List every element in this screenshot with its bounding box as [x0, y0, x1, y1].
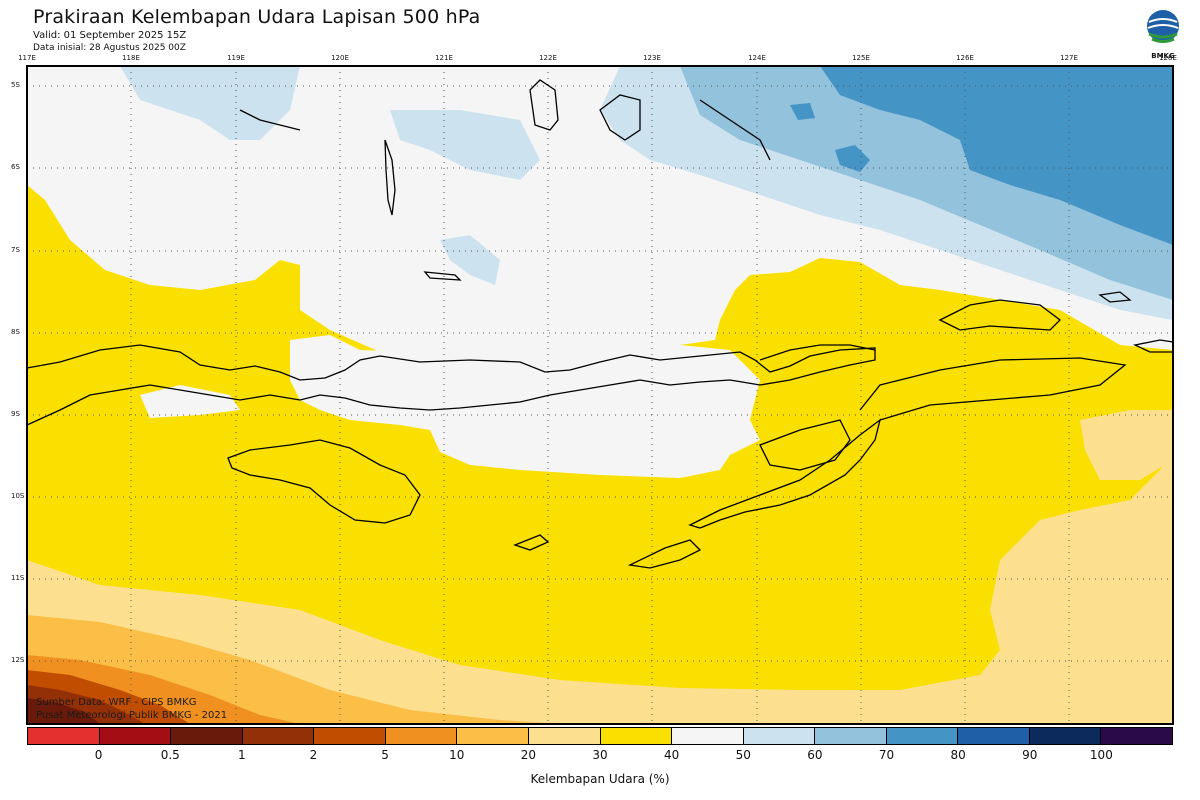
lat-label: 6S — [11, 163, 20, 171]
color-bar-tick: 60 — [807, 748, 823, 762]
humidity-05-1-region — [27, 698, 100, 724]
color-bar-swatch — [528, 728, 601, 744]
bmkg-logo: BMKG — [1143, 8, 1183, 60]
coastlines — [27, 79, 1173, 569]
lon-label: 118E — [122, 54, 140, 62]
humidity-20-30-region — [27, 450, 1173, 724]
humidity-70-80-patch — [835, 145, 870, 172]
color-bar-tick: 5 — [381, 748, 389, 762]
initial-data-time: Data inisial: 28 Agustus 2025 00Z — [33, 43, 186, 53]
color-bar-swatch — [99, 728, 172, 744]
humidity-70-80-patch2 — [790, 103, 815, 120]
lon-label: 119E — [227, 54, 245, 62]
lat-label: 7S — [11, 246, 20, 254]
lat-label: 10S — [11, 492, 25, 500]
bmkg-logo-icon — [1147, 10, 1179, 43]
color-bar-swatch — [171, 728, 243, 744]
color-bar-tick: 100 — [1089, 748, 1113, 762]
color-bar-tick: 10 — [449, 748, 465, 762]
color-bar-swatch — [886, 728, 959, 744]
color-bar-swatch — [314, 728, 386, 744]
color-bar-swatch — [600, 728, 673, 744]
humidity-50-60-small — [440, 235, 500, 285]
color-bar-swatch — [958, 728, 1030, 744]
color-bar-tick: 30 — [592, 748, 608, 762]
lat-label: 8S — [11, 328, 20, 336]
color-bar-tick: 80 — [950, 748, 966, 762]
color-bar-tick: 40 — [663, 748, 680, 762]
data-source-credit: Sumber Data: WRF - CIPS BMKG — [36, 697, 197, 708]
map-frame — [26, 65, 1174, 725]
color-bar — [27, 727, 1173, 745]
color-bar-tick: 0.5 — [160, 748, 180, 762]
lat-label: 9S — [11, 410, 20, 418]
color-bar-swatch — [28, 728, 100, 744]
lon-label: 124E — [748, 54, 766, 62]
lon-label: 125E — [852, 54, 870, 62]
color-bar-swatch — [815, 728, 887, 744]
color-bar-swatch — [1101, 728, 1172, 744]
lat-label: 12S — [11, 656, 25, 664]
lon-label: 128E — [1159, 54, 1177, 62]
lat-label: 5S — [11, 81, 20, 89]
lon-label: 117E — [18, 54, 36, 62]
lon-label: 120E — [331, 54, 349, 62]
color-bar-label: Kelembapan Udara (%) — [530, 772, 670, 786]
graticule — [27, 66, 1173, 724]
color-bar-tick: 70 — [878, 748, 895, 762]
publisher-credit: Pusat Meteorologi Publik BMKG - 2021 — [36, 710, 228, 721]
humidity-40-50-central — [290, 335, 760, 478]
humidity-50-60-nw — [120, 66, 300, 140]
valid-time: Valid: 01 September 2025 15Z — [33, 30, 187, 41]
color-bar-swatch — [385, 728, 458, 744]
color-bar-swatch — [1029, 728, 1102, 744]
lon-label: 127E — [1060, 54, 1078, 62]
color-bar-swatch — [743, 728, 816, 744]
color-bar-tick: 0 — [94, 748, 103, 762]
map-title: Prakiraan Kelembapan Udara Lapisan 500 h… — [33, 6, 481, 28]
color-bar-tick: 20 — [520, 748, 537, 762]
color-bar-tick: 1 — [238, 748, 246, 762]
color-bar-tick: 2 — [309, 748, 318, 762]
humidity-70-80-region — [820, 66, 1173, 245]
bmkg-logo-text: BMKG — [1151, 52, 1175, 60]
color-bar-tick: 50 — [735, 748, 751, 762]
lon-label: 123E — [643, 54, 661, 62]
lat-label: 11S — [11, 574, 25, 582]
color-bar-swatch — [672, 728, 744, 744]
color-bar-swatch — [457, 728, 529, 744]
humidity-40-50-west — [140, 385, 240, 418]
humidity-20-30-east — [1080, 410, 1173, 480]
color-bar-swatch — [242, 728, 315, 744]
color-bar-tick: 90 — [1022, 748, 1038, 762]
lon-label: 122E — [539, 54, 557, 62]
lon-label: 121E — [435, 54, 453, 62]
humidity-50-60-center — [390, 110, 540, 180]
lon-label: 126E — [956, 54, 974, 62]
